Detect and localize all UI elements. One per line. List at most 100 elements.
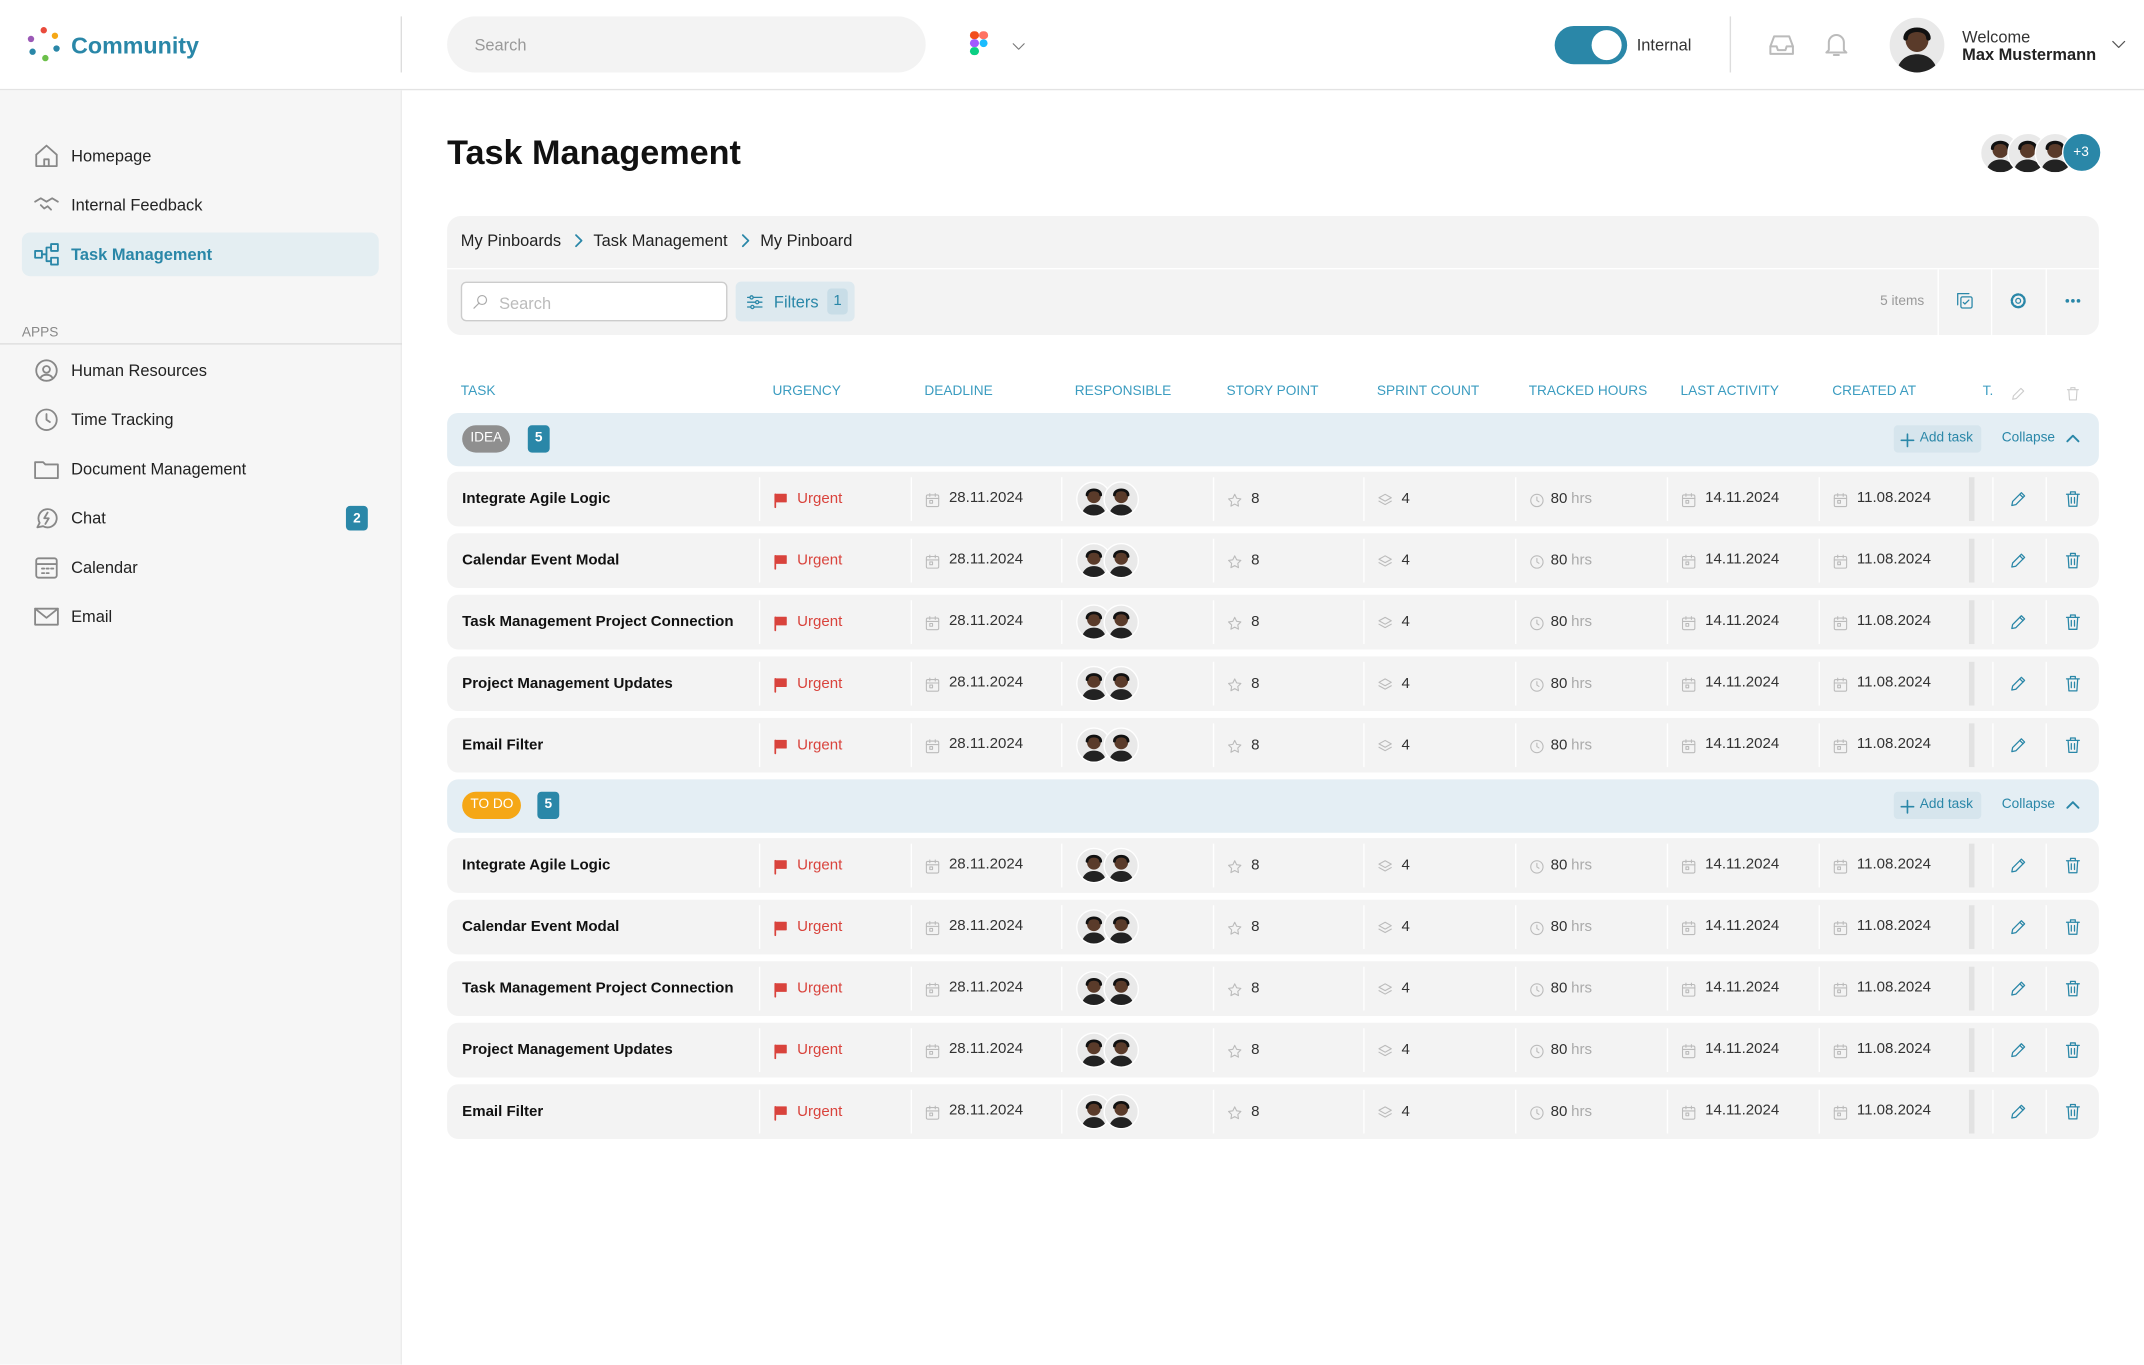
edit-icon[interactable] [2009,1041,2028,1060]
delete-icon[interactable] [2063,490,2082,509]
nav-icon[interactable] [33,241,60,268]
icon [1228,739,1242,753]
icon [925,739,940,754]
layers-icon [1377,919,1393,935]
icon-part [925,859,940,866]
icon [1900,799,1915,814]
app-icon[interactable] [33,406,60,433]
app-item[interactable]: Email [71,607,113,627]
delete-icon[interactable] [2063,674,2082,693]
cell-divider [758,538,761,583]
task-row[interactable]: Email Filter Urgent 28.11.2024 8 4 80 hrs 14.11… [447,1084,2099,1140]
task-row[interactable]: Project Management Updates Urgent 28.11.20… [447,1022,2099,1078]
collapse-icon[interactable] [2063,796,2082,815]
delete-icon[interactable] [2063,613,2082,632]
edit-icon[interactable] [2009,551,2028,570]
app-icon[interactable] [33,455,60,482]
icon-part [925,617,940,631]
collapse-label[interactable]: Collapse [2001,797,2056,813]
app-item[interactable]: Document Management [71,459,247,479]
avatars-more[interactable]: +3 [2061,132,2102,173]
task-row[interactable]: Project Management Updates Urgent 28.11.20… [447,656,2099,712]
icon-part [1837,866,1842,871]
icon-part [1685,866,1690,871]
icon-part [1228,921,1242,935]
collapse-icon[interactable] [2063,429,2082,448]
icon-part [1833,982,1848,989]
edit-icon[interactable] [2009,674,2028,693]
cell-divider [1968,477,1975,521]
filters-button[interactable]: Filters 1 [735,281,855,322]
icon [1833,677,1848,692]
icon [35,359,58,382]
icon-part [1992,141,2009,158]
nav-item[interactable]: Internal Feedback [71,195,203,215]
collapse-label[interactable]: Collapse [2001,430,2056,446]
breadcrumb-item[interactable]: My Pinboards [460,231,562,251]
more-icon[interactable] [2063,291,2082,310]
chevron[interactable] [2110,36,2128,54]
settings-icon[interactable] [2009,291,2028,310]
app-item[interactable]: Human Resources [71,360,207,381]
app-item[interactable]: Chat [71,508,106,528]
icon-part [969,47,980,56]
icon-part [1769,45,1794,52]
app-icon[interactable] [33,357,60,384]
app-item[interactable]: Calendar [71,557,138,578]
edit-icon[interactable] [2009,979,2028,998]
delete-icon[interactable] [2063,736,2082,755]
task-row[interactable]: Integrate Agile Logic Urgent 28.11.2024 8 4 8… [447,838,2099,893]
app-item[interactable]: Time Tracking [71,410,174,430]
nav-item[interactable]: Task Management [71,244,213,264]
icon [1681,1044,1696,1059]
add-task-button[interactable]: Add task [1893,791,1982,820]
edit-icon[interactable] [2009,736,2028,755]
edit-icon[interactable] [2009,490,2028,509]
responsible-avatar [1103,1093,1140,1130]
icon-part [929,561,934,566]
icon [1108,734,1134,762]
delete-icon[interactable] [2063,856,2082,875]
app-icon[interactable] [33,554,60,581]
nav-item[interactable]: Homepage [71,146,152,166]
inbox-icon[interactable] [1767,30,1797,60]
app-icon[interactable] [33,505,60,532]
task-row[interactable]: Task Management Project Connection Urgent… [447,594,2099,650]
figma-icon[interactable] [965,25,992,63]
app-icon[interactable] [33,603,60,630]
edit-icon[interactable] [2009,1102,2028,1121]
icon [1378,860,1392,872]
delete-icon[interactable] [2063,917,2082,936]
edit-icon[interactable] [2009,856,2028,875]
icon-part [774,678,787,687]
breadcrumb-item[interactable]: My Pinboard [760,231,853,251]
bell-icon[interactable] [1821,29,1851,59]
icon-part [1113,488,1130,497]
search-box[interactable]: Search [447,16,926,73]
task-row[interactable]: Task Management Project Connection Urgent… [447,961,2099,1016]
icon-part [1087,612,1101,627]
toggle[interactable] [1554,25,1628,65]
delete-icon[interactable] [2063,1041,2082,1060]
add-task-button[interactable]: Add task [1893,425,1982,453]
task-row[interactable]: Email Filter Urgent 28.11.2024 8 4 80 hrs 14.11… [447,717,2099,773]
task-row[interactable]: Integrate Agile Logic Urgent 28.11.2024 8 4 8… [447,471,2099,527]
table-search[interactable]: Search [460,281,728,322]
edit-icon[interactable] [2009,613,2028,632]
breadcrumb-item[interactable]: Task Management [593,231,728,251]
nav-icon[interactable] [33,142,60,169]
date: 11.08.2024 [1856,979,1932,996]
icon [1833,554,1848,569]
icon-part [925,616,940,623]
nav-icon[interactable] [33,191,60,218]
task-row[interactable]: Calendar Event Modal Urgent 28.11.2024 8 4 80… [447,899,2099,955]
icon-part [774,1106,787,1115]
task-row[interactable]: Calendar Event Modal Urgent 28.11.2024 8 4 80… [447,533,2099,588]
edit-icon[interactable] [2009,917,2028,936]
delete-icon[interactable] [2063,551,2082,570]
tracked-hours: 80 [1550,1041,1568,1059]
count: 5 [534,430,543,446]
copy-icon[interactable] [1955,291,1974,310]
delete-icon[interactable] [2063,1102,2082,1121]
delete-icon[interactable] [2063,979,2082,998]
